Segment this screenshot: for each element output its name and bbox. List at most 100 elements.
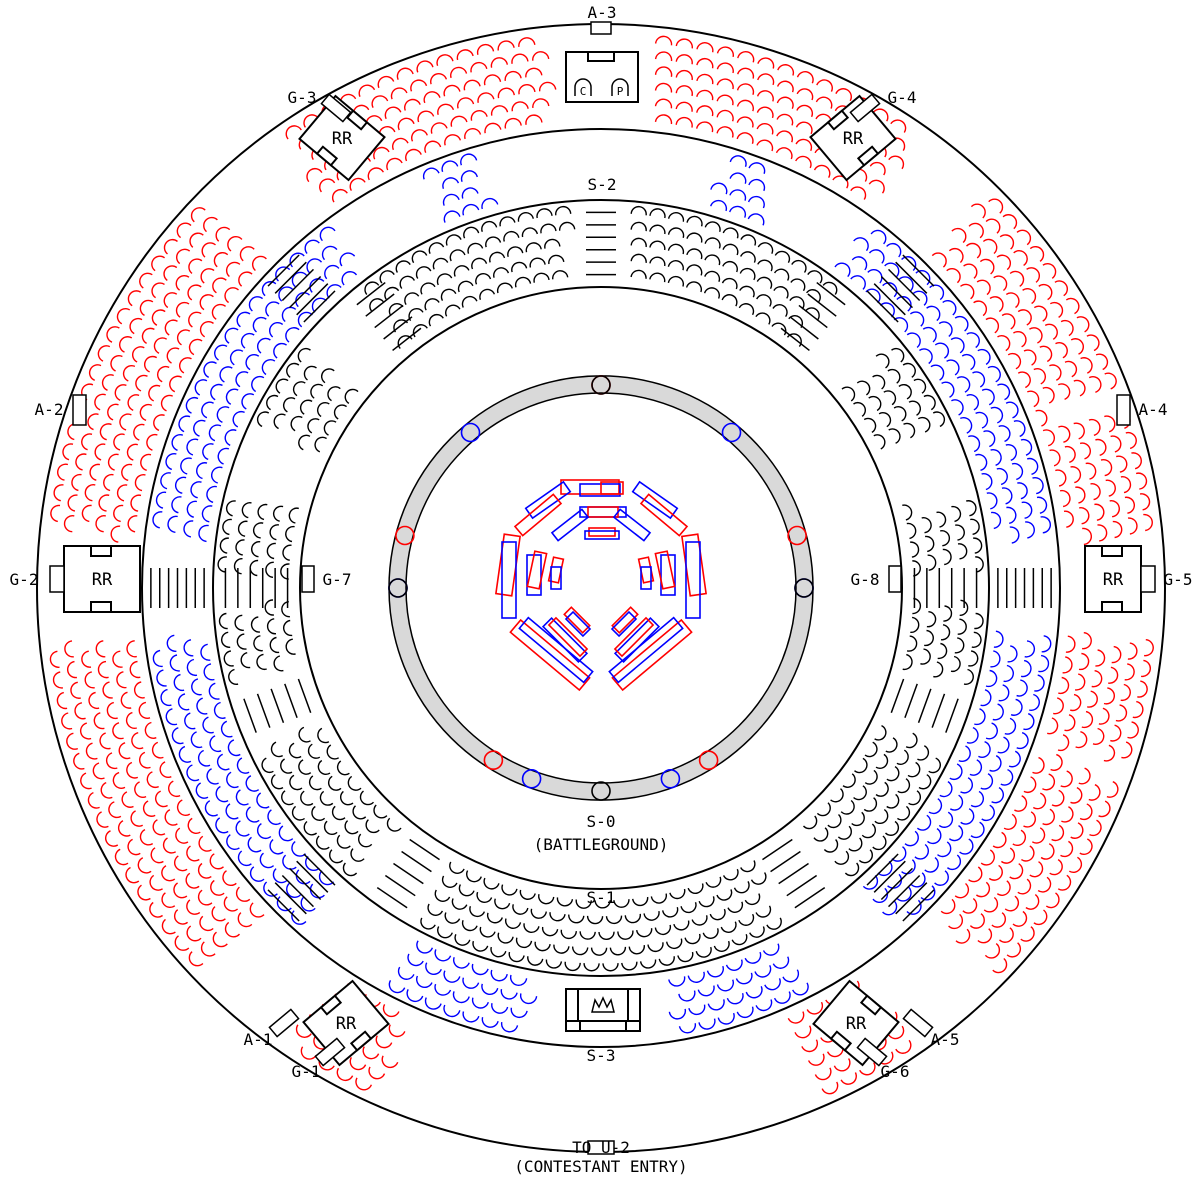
seat [367,167,385,181]
seat [107,403,119,421]
seat [173,673,185,692]
label-g1: G-1 [292,1062,321,1081]
door-g7[interactable] [301,565,315,593]
seat [776,80,794,93]
door-u2[interactable] [587,1140,615,1155]
seat [1054,280,1068,297]
door-g3[interactable] [320,93,352,123]
label-a3: A-3 [588,3,617,22]
seat [1017,371,1031,389]
seat [193,419,206,437]
seat [276,896,292,912]
marker-red [483,750,504,771]
seat [127,290,142,307]
seat [518,37,536,47]
seat [1033,368,1046,385]
seat [1086,334,1100,352]
door-a5[interactable] [902,1008,934,1038]
seat [317,759,331,776]
seat [339,790,354,806]
stair-sw-s2 [267,853,336,922]
seat [137,884,151,901]
seat [162,837,177,854]
seat [1075,486,1086,504]
seat [1100,458,1113,477]
seat [176,799,191,816]
door-a1[interactable] [268,1008,300,1038]
seat [496,282,513,294]
seat [675,38,693,49]
stair-step [904,683,918,719]
seat [789,296,805,310]
restroom-southeast[interactable]: RR [812,979,900,1067]
seat [698,1018,716,1030]
restroom-southwest[interactable]: RR [302,979,390,1067]
marker-black [591,781,611,801]
seat [95,515,106,533]
seat [311,297,327,313]
seat [540,223,557,234]
seat [282,854,297,870]
seat [341,271,358,286]
seat [245,775,260,792]
north-box-c-p[interactable]: C P [565,51,639,103]
seat [164,809,178,826]
door-g1[interactable] [314,1037,346,1067]
door-a3[interactable] [590,21,612,35]
seat [358,84,376,97]
obstacle [587,506,619,518]
seat [507,246,524,258]
marker-red [787,525,807,546]
door-g4[interactable] [849,93,881,123]
seat [834,262,851,278]
seat [291,910,307,925]
seat [1051,824,1065,842]
door-a4[interactable] [1116,394,1131,426]
stair-step [873,283,906,316]
seat [988,198,1004,214]
seat [745,986,763,999]
seat [1005,292,1020,309]
seat [80,772,92,790]
seat [396,67,414,80]
seat [222,518,232,536]
restroom-northeast[interactable]: RR [809,94,897,182]
seat [872,887,889,903]
seat [285,525,295,543]
seat [1023,713,1035,731]
seat [776,130,793,143]
door-a2[interactable] [72,394,87,426]
seat [257,503,268,521]
seat [696,121,714,133]
restroom-west[interactable]: RR [63,545,141,613]
seat [186,845,200,862]
door-g8[interactable] [888,565,902,593]
door-g5[interactable] [1140,565,1156,593]
seat [485,236,502,248]
door-g6[interactable] [856,1037,888,1067]
seat [251,255,267,272]
seat [408,308,424,322]
seat [530,908,547,919]
seat [1120,476,1132,494]
seat [169,375,183,393]
seat [936,511,947,528]
door-g2[interactable] [49,565,65,593]
seat [499,216,516,227]
seat [1041,635,1052,653]
restroom-east[interactable]: RR [1084,545,1142,613]
seat [1082,632,1092,650]
seat [289,774,303,791]
seat [1004,895,1020,912]
seat [245,353,260,371]
seat [336,834,351,849]
seat [318,870,335,886]
seat [292,381,306,397]
royal-box[interactable] [565,988,641,1032]
seat [185,872,200,889]
restroom-northwest[interactable]: RR [298,94,386,182]
seat [529,257,546,268]
seat [184,712,196,730]
seat [874,809,889,824]
seat [116,671,127,689]
